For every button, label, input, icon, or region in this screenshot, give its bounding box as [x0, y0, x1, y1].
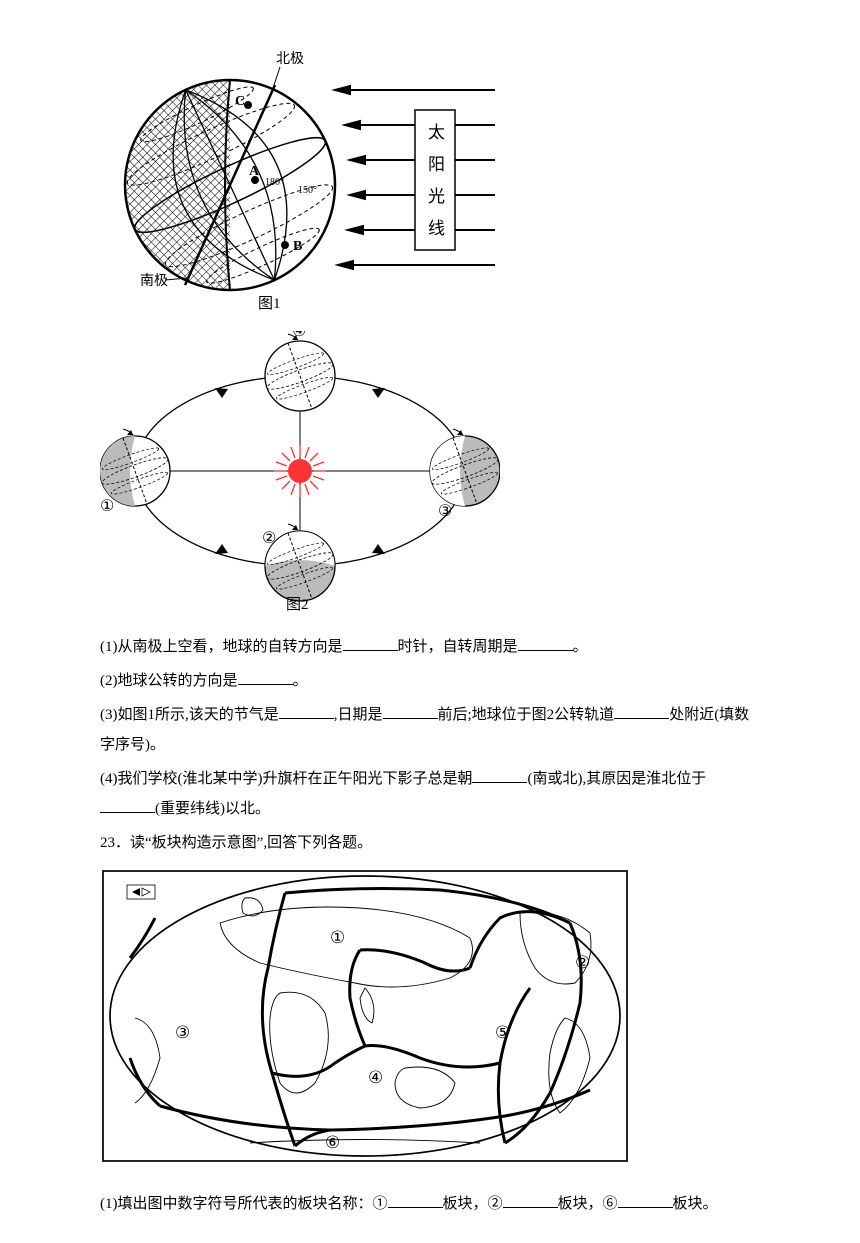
svg-text:图2: 图2 [286, 596, 309, 611]
svg-text:B: B [293, 239, 302, 254]
question-4: (4)我们学校(淮北某中学)升旗杆在正午阳光下影子总是朝(南或北),其原因是淮北… [100, 764, 760, 824]
question-3: (3)如图1所示,该天的节气是,日期是前后;地球位于图2公转轨道处附近(填数字序… [100, 700, 760, 760]
svg-text:线: 线 [428, 219, 445, 238]
question-1: (1)从南极上空看，地球的自转方向是时针，自转周期是。 [100, 632, 760, 662]
svg-text:太: 太 [428, 123, 445, 142]
question-23-1: (1)填出图中数字符号所代表的板块名称：①板块，②板块，⑥板块。 [100, 1189, 760, 1219]
svg-text:②: ② [262, 530, 276, 547]
svg-text:图1: 图1 [258, 295, 281, 310]
figure-2: ④ ② ① [100, 331, 760, 622]
svg-text:①: ① [330, 928, 345, 947]
figure-1: A B C 180° 150° 北极 南极 太 [100, 30, 760, 321]
question-2: (2)地球公转的方向是。 [100, 666, 760, 696]
svg-text:④: ④ [292, 331, 306, 340]
svg-text:180°: 180° [265, 177, 284, 188]
svg-text:①: ① [100, 498, 114, 515]
svg-text:150°: 150° [298, 185, 317, 196]
figure-3: ① ② ③ ④ ⑤ ⑥ [100, 868, 760, 1179]
question-23-intro: 23．读“板块构造示意图”,回答下列各题。 [100, 828, 760, 858]
svg-text:⑥: ⑥ [325, 1133, 340, 1152]
svg-text:③: ③ [175, 1023, 190, 1042]
svg-text:阳: 阳 [428, 155, 445, 174]
svg-text:光: 光 [428, 187, 445, 206]
svg-text:④: ④ [368, 1068, 383, 1087]
svg-text:③: ③ [438, 503, 452, 520]
svg-text:A: A [249, 164, 260, 179]
svg-text:南极: 南极 [140, 273, 168, 289]
svg-text:⑤: ⑤ [495, 1023, 510, 1042]
svg-text:C: C [235, 94, 245, 109]
svg-text:②: ② [575, 953, 590, 972]
svg-text:北极: 北极 [276, 51, 304, 67]
